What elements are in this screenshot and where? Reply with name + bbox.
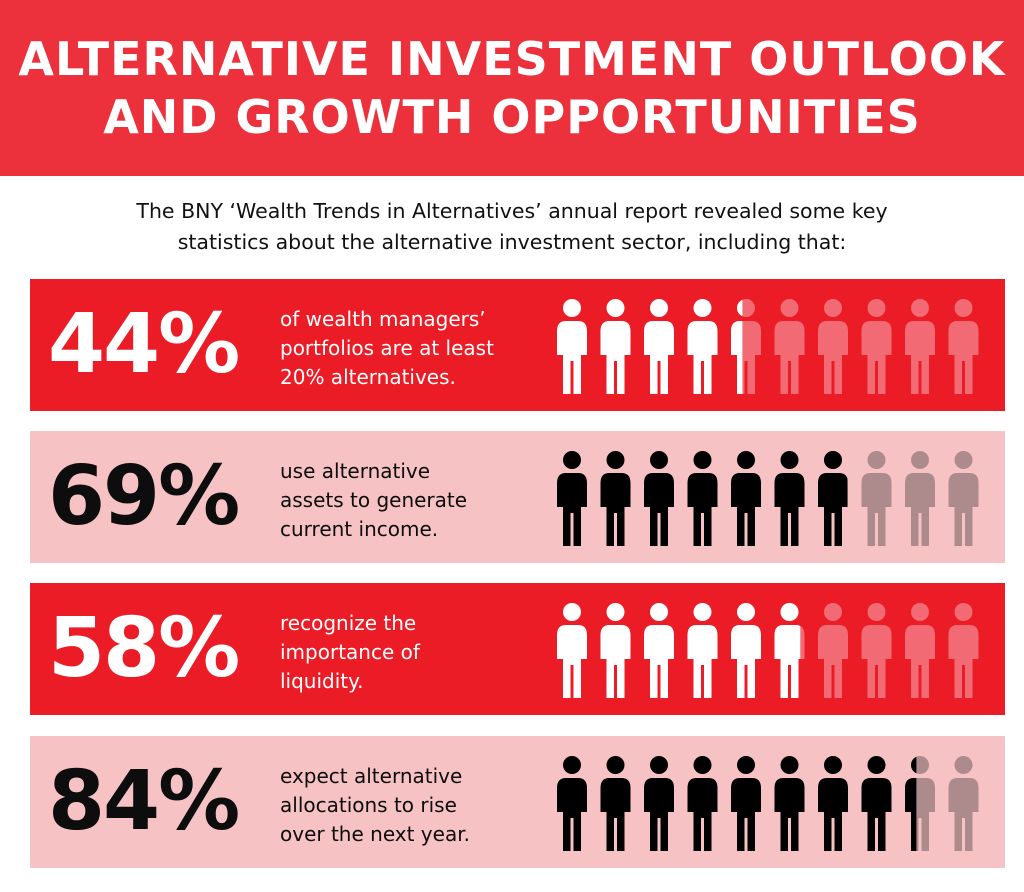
person-icon (600, 451, 631, 546)
person-icon (818, 451, 848, 546)
person-icon (905, 451, 935, 546)
stat-percent: 44% (48, 297, 240, 392)
person-icon (818, 603, 848, 698)
person-icon (687, 299, 718, 394)
person-icon (905, 603, 935, 698)
person-icon (948, 603, 979, 698)
person-icon (818, 299, 848, 394)
stat-row-3: 58% recognize the importance of liquidit… (30, 583, 1005, 715)
person-icon (687, 603, 718, 698)
person-icon (731, 299, 761, 394)
stat-percent: 58% (48, 601, 240, 696)
stat-description: of wealth managers’ portfolios are at le… (280, 305, 560, 392)
person-icon (948, 451, 979, 546)
person-icon (905, 299, 935, 394)
intro-text: The BNY ‘Wealth Trends in Alternatives’ … (0, 196, 1024, 258)
person-icon (818, 756, 848, 851)
stat-row-2: 69% use alternative assets to generate c… (30, 431, 1005, 563)
person-icon (557, 299, 587, 394)
stat-description: use alternative assets to generate curre… (280, 457, 560, 544)
stat-description-line: current income. (280, 517, 439, 541)
header-banner: ALTERNATIVE INVESTMENT OUTLOOK AND GROWT… (0, 0, 1024, 176)
stat-row-4: 84% expect alternative allocations to ri… (30, 736, 1005, 868)
stat-description: expect alternative allocations to rise o… (280, 762, 560, 849)
person-icon (644, 756, 674, 851)
person-icon (557, 756, 587, 851)
person-icon (600, 756, 631, 851)
person-icon (600, 299, 631, 394)
person-icon (644, 603, 674, 698)
person-icon (731, 603, 761, 698)
person-icon (731, 451, 761, 546)
person-icon (774, 756, 805, 851)
person-icon (600, 603, 631, 698)
person-icon (557, 603, 587, 698)
stat-description-line: allocations to rise (280, 793, 457, 817)
person-icon (861, 603, 892, 698)
person-icon (774, 451, 805, 546)
stat-description-line: over the next year. (280, 822, 470, 846)
people-pictogram (557, 299, 979, 394)
person-icon (905, 756, 935, 851)
person-icon (861, 451, 892, 546)
person-icon (557, 451, 587, 546)
person-icon (861, 299, 892, 394)
stat-description-line: importance of (280, 640, 420, 664)
intro-line-1: The BNY ‘Wealth Trends in Alternatives’ … (136, 199, 888, 223)
stat-description-line: liquidity. (280, 669, 364, 693)
intro-line-2: statistics about the alternative investm… (177, 230, 847, 254)
person-icon (644, 451, 674, 546)
stat-description: recognize the importance of liquidity. (280, 609, 560, 696)
stat-description-line: portfolios are at least (280, 336, 494, 360)
stat-row-1: 44% of wealth managers’ portfolios are a… (30, 279, 1005, 411)
stat-description-line: recognize the (280, 611, 417, 635)
people-pictogram (557, 756, 979, 851)
person-icon (861, 756, 892, 851)
stat-description-line: assets to generate (280, 488, 468, 512)
stat-description-line: use alternative (280, 459, 431, 483)
people-pictogram (557, 603, 979, 698)
page-title-line-1: ALTERNATIVE INVESTMENT OUTLOOK (18, 32, 1006, 86)
person-icon (774, 603, 805, 698)
person-icon (644, 299, 674, 394)
people-pictogram (557, 451, 979, 546)
person-icon (948, 299, 979, 394)
person-icon (948, 756, 979, 851)
stat-description-line: expect alternative (280, 764, 463, 788)
stat-description-line: 20% alternatives. (280, 365, 456, 389)
stat-percent: 84% (48, 754, 240, 849)
person-icon (731, 756, 761, 851)
stat-percent: 69% (48, 449, 240, 544)
person-icon (774, 299, 805, 394)
stat-description-line: of wealth managers’ (280, 307, 486, 331)
page-title-line-2: AND GROWTH OPPORTUNITIES (103, 90, 921, 144)
person-icon (687, 756, 718, 851)
person-icon (687, 451, 718, 546)
